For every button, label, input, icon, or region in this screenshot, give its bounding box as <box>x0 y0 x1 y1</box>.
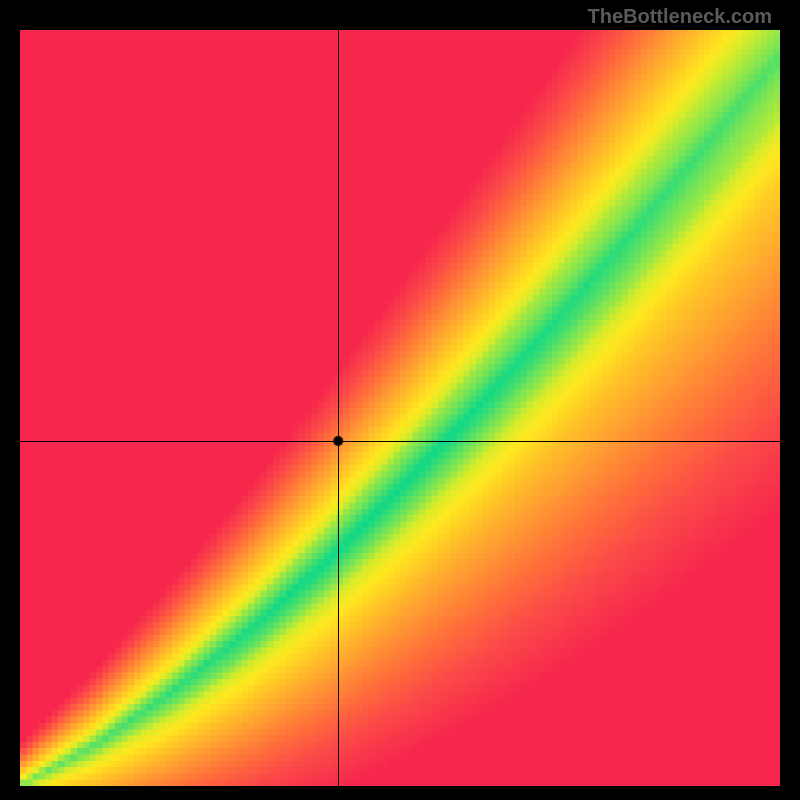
chart-container: TheBottleneck.com <box>0 0 800 800</box>
crosshair-dot <box>0 0 800 800</box>
watermark-text: TheBottleneck.com <box>588 6 772 29</box>
